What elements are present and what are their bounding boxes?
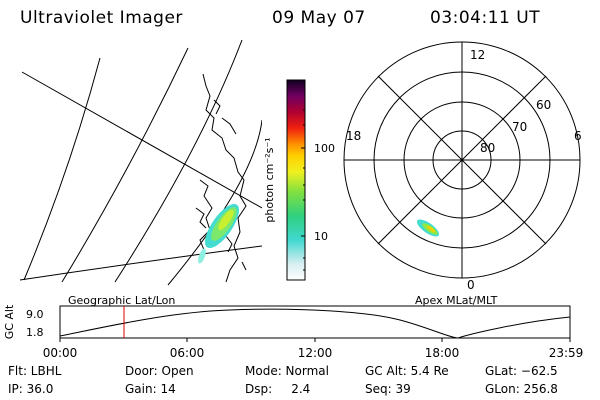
info-gc-alt: GC Alt: 5.4 Re — [365, 364, 449, 378]
altitude-xtick: 23:59 — [549, 346, 584, 360]
aurora-emission — [198, 203, 240, 264]
altitude-frame — [59, 305, 571, 339]
info-ip: IP: 36.0 — [8, 382, 54, 396]
apex-label: Apex MLat/MLT — [415, 294, 498, 307]
instrument-title: Ultraviolet Imager — [20, 8, 183, 28]
info-door: Door: Open — [125, 364, 194, 378]
lat-label-70: 70 — [512, 120, 527, 134]
mlt-label-12: 12 — [470, 48, 485, 62]
altitude-ylabel: GC Alt — [3, 304, 16, 339]
colorbar-tick-10: 10 — [314, 230, 328, 243]
info-mode: Mode: Normal — [245, 364, 329, 378]
colorbar-tick-100: 100 — [314, 142, 335, 155]
color-scale — [286, 79, 306, 281]
lat-label-80: 80 — [480, 141, 495, 155]
info-dsp: Dsp: 2.4 — [245, 382, 311, 396]
info-flt: Flt: LBHL — [8, 364, 62, 378]
info-glon: GLon: 256.8 — [485, 382, 558, 396]
altitude-xtick: 06:00 — [170, 346, 205, 360]
lat-label-60: 60 — [536, 98, 551, 112]
coastline — [202, 73, 247, 283]
lon-line — [19, 245, 262, 281]
coastline — [199, 99, 237, 251]
coastline — [195, 207, 247, 271]
altitude-curve — [59, 308, 571, 339]
colorbar-unit-label: photon cm⁻²s⁻¹ — [263, 137, 276, 222]
mlt-label-0: 0 — [467, 278, 475, 292]
polar-diagonal — [377, 75, 547, 245]
info-gain: Gain: 14 — [125, 382, 176, 396]
date-label: 09 May 07 — [272, 8, 366, 28]
mlt-label-6: 6 — [574, 129, 582, 143]
altitude-ytick-high: 9.0 — [26, 308, 44, 321]
lon-line — [21, 71, 262, 209]
geographic-label: Geographic Lat/Lon — [68, 294, 176, 307]
lat-line — [114, 40, 243, 283]
lat-line — [167, 119, 262, 286]
info-seq: Seq: 39 — [365, 382, 411, 396]
mlt-label-18: 18 — [346, 129, 361, 143]
altitude-ytick-low: 1.8 — [26, 326, 44, 339]
altitude-xtick: 18:00 — [425, 346, 460, 360]
polar-aurora — [416, 219, 440, 237]
altitude-xtick: 12:00 — [298, 346, 333, 360]
time-label: 03:04:11 UT — [430, 8, 541, 28]
lat-line — [23, 57, 101, 281]
info-glat: GLat: −62.5 — [485, 364, 558, 378]
altitude-xtick: 00:00 — [43, 346, 78, 360]
lat-line — [61, 47, 189, 283]
